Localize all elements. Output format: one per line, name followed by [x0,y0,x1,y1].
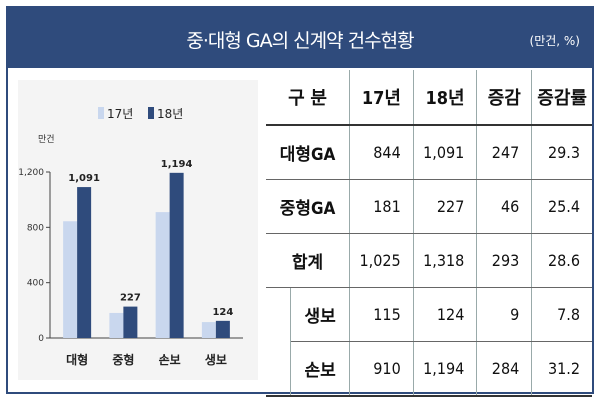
bar-17 [63,221,78,338]
table-header-row: 구 분 17년 18년 증감 증감률 [266,70,592,126]
indent-cell [266,341,292,397]
x-tick-label: 대형 [66,352,88,367]
cell-value: 227 [413,179,478,234]
bar-18 [123,306,138,338]
y-tick-label: 800 [27,223,44,233]
cell-value: 247 [476,125,533,180]
bar-18 [215,320,230,338]
row-label: 생보 [290,287,351,342]
bar-chart: 만건 0 400 800 1,200 17년 18년 1,091 대형 227 중형 1,194 손보 1… [18,107,243,367]
cell-value: 31.2 [531,341,592,397]
y-tick-label: 1,200 [18,168,44,178]
data-table: 구 분 17년 18년 증감 증감률 대형GA 844 1,091 247 29… [266,70,592,397]
row-label: 합계 [266,233,351,288]
data-label: 1,194 [161,159,193,170]
cell-value: 29.3 [531,125,592,180]
figure-frame: 중·대형 GA의 신계약 건수현황 (만건, %) 만건 0 400 800 1,200… [6,6,594,397]
cell-value: 284 [476,341,533,397]
table-row: 손보 910 1,194 284 31.2 [266,341,592,397]
table-row: 중형GA 181 227 46 25.4 [266,179,592,234]
bar-17 [201,322,216,338]
column-header: 증감 [476,70,533,126]
cell-value: 25.4 [531,179,592,234]
table-row: 생보 115 124 9 7.8 [266,287,592,342]
cell-value: 910 [349,341,414,397]
bar-chart-panel: 만건 0 400 800 1,200 17년 18년 1,091 대형 227 중형 1,194 손보 1… [18,80,258,380]
cell-value: 1,194 [413,341,478,397]
legend-swatch [98,107,104,119]
x-tick-label: 손보 [159,353,181,367]
data-label: 124 [212,307,233,318]
cell-value: 28.6 [531,233,592,288]
data-label: 227 [120,293,141,304]
row-label: 중형GA [266,179,351,234]
cell-value: 1,091 [413,125,478,180]
unit-label: (만건, %) [529,34,580,48]
y-axis-label: 만건 [38,134,55,145]
row-label: 대형GA [266,125,351,180]
indent-cell [266,287,292,342]
cell-value: 124 [413,287,478,342]
y-tick-label: 0 [38,334,44,344]
column-header: 18년 [413,70,478,126]
page-title: 중·대형 GA의 신계약 건수현황 [186,30,414,52]
data-label: 1,091 [68,173,100,184]
column-header: 구 분 [266,70,351,126]
cell-value: 181 [349,179,414,234]
y-tick-label: 400 [27,279,44,289]
cell-value: 7.8 [531,287,592,342]
bar-18 [77,187,92,338]
legend-swatch [148,107,154,119]
cell-value: 293 [476,233,533,288]
cell-value: 46 [476,179,533,234]
cell-value: 1,318 [413,233,478,288]
legend-label: 18년 [157,107,183,121]
table-row: 합계 1,025 1,318 293 28.6 [266,233,592,288]
table-row: 대형GA 844 1,091 247 29.3 [266,125,592,180]
column-header: 17년 [349,70,414,126]
column-header: 증감률 [531,70,592,126]
bar-17 [109,312,124,338]
x-tick-label: 중형 [112,352,134,367]
cell-value: 1,025 [349,233,414,288]
bar-17 [155,212,170,338]
row-label: 손보 [290,341,351,397]
cell-value: 844 [349,125,414,180]
bar-18 [169,172,184,338]
legend-label: 17년 [107,107,133,121]
x-tick-label: 생보 [205,352,227,367]
cell-value: 115 [349,287,414,342]
cell-value: 9 [476,287,533,342]
title-bar: 중·대형 GA의 신계약 건수현황 (만건, %) [8,8,592,68]
